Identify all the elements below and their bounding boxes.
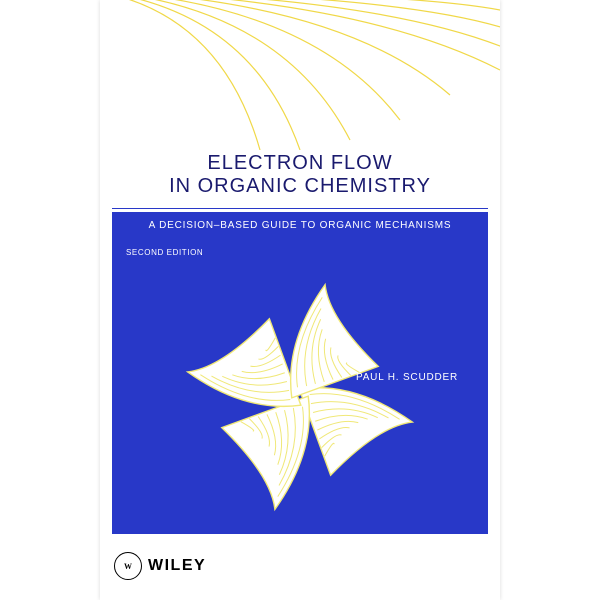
- author-name: PAUL H. SCUDDER: [356, 372, 458, 383]
- title-line-2: IN ORGANIC CHEMISTRY: [100, 175, 500, 198]
- title-line-1: ELECTRON FLOW: [100, 152, 500, 175]
- publisher-block: W WILEY: [114, 552, 206, 580]
- divider-line: [112, 208, 488, 209]
- publisher-name: WILEY: [148, 557, 206, 575]
- top-white-area: ELECTRON FLOW IN ORGANIC CHEMISTRY: [100, 0, 500, 210]
- blue-panel: A DECISION–BASED GUIDE TO ORGANIC MECHAN…: [112, 212, 488, 534]
- title-block: ELECTRON FLOW IN ORGANIC CHEMISTRY: [100, 152, 500, 198]
- publisher-logo-text: W: [124, 562, 132, 571]
- book-cover: ELECTRON FLOW IN ORGANIC CHEMISTRY A DEC…: [100, 0, 500, 600]
- publisher-logo-icon: W: [114, 552, 142, 580]
- top-curve-graphic: [100, 0, 500, 150]
